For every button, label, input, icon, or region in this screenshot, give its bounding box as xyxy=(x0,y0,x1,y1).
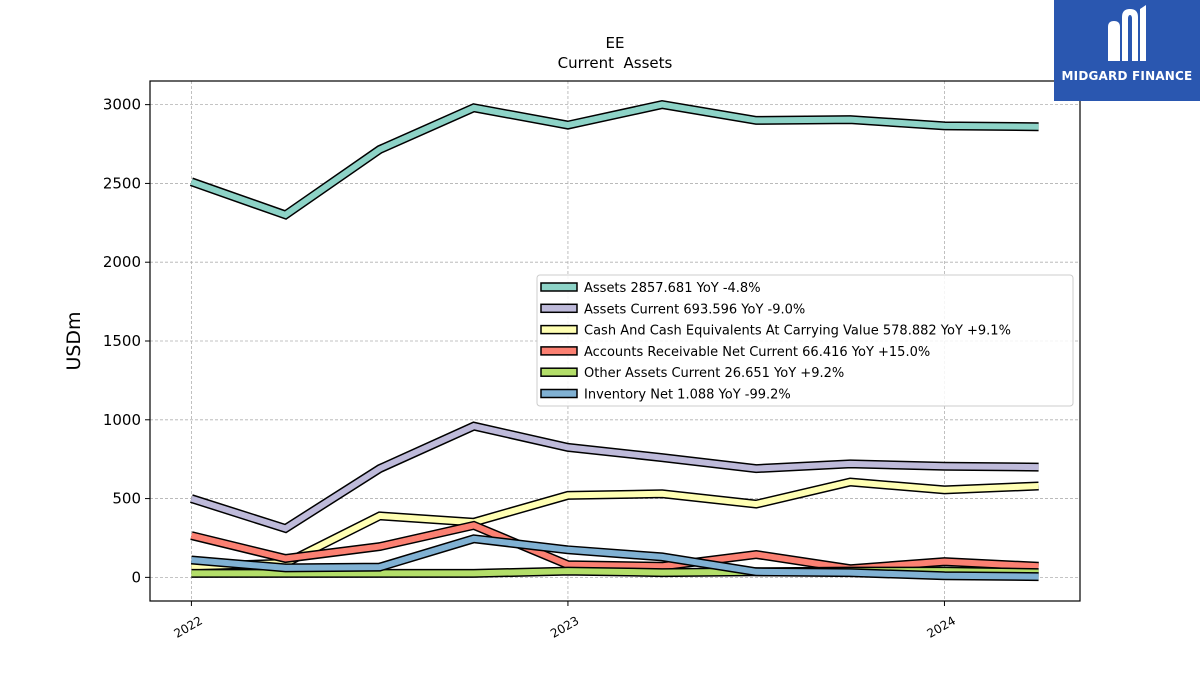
x-tick-label: 2023 xyxy=(548,613,581,640)
chart-subtitle: Current Assets xyxy=(558,54,673,72)
legend-label: Assets Current 693.596 YoY -9.0% xyxy=(584,302,805,317)
legend-item: Assets Current 693.596 YoY -9.0% xyxy=(540,302,805,317)
legend-label: Accounts Receivable Net Current 66.416 Y… xyxy=(584,345,930,360)
y-tick-label: 0 xyxy=(131,568,141,586)
series-line xyxy=(190,101,1039,219)
series-line xyxy=(191,478,1039,570)
grid xyxy=(150,81,1080,601)
legend-swatch xyxy=(540,346,578,356)
x-tick-label: 2024 xyxy=(924,613,957,640)
legend-swatch xyxy=(540,324,578,335)
series-2 xyxy=(191,477,1039,571)
y-tick-label: 2000 xyxy=(103,253,141,271)
legend-label: Inventory Net 1.088 YoY -99.2% xyxy=(584,388,791,403)
y-tick-label: 500 xyxy=(112,490,141,508)
y-tick-label: 1000 xyxy=(103,411,141,429)
legend-item: Cash And Cash Equivalents At Carrying Va… xyxy=(540,324,1011,339)
legend-swatch xyxy=(540,388,578,399)
legend-label: Other Assets Current 26.651 YoY +9.2% xyxy=(584,366,844,381)
legend-box xyxy=(536,274,1074,407)
y-axis-label: USDm xyxy=(63,311,85,370)
y-tick-label: 2500 xyxy=(103,174,141,192)
series-1 xyxy=(190,421,1039,534)
legend: Assets 2857.681 YoY -4.8% Assets Current … xyxy=(536,274,1074,407)
legend-item: Inventory Net 1.088 YoY -99.2% xyxy=(540,388,791,403)
legend-swatch xyxy=(540,303,578,314)
legend-item: Accounts Receivable Net Current 66.416 Y… xyxy=(540,345,930,360)
series-line xyxy=(191,535,1039,580)
series-0 xyxy=(189,100,1039,220)
legend-label: Assets 2857.681 YoY -4.8% xyxy=(584,281,761,296)
legend-swatch xyxy=(540,282,578,292)
x-tick-label: 2022 xyxy=(171,613,204,640)
series-line xyxy=(190,522,1039,572)
chart-title: EE xyxy=(606,34,625,52)
series-outline xyxy=(190,421,1039,534)
y-tick-label: 3000 xyxy=(103,96,141,114)
x-axis: 2022 2023 2024 xyxy=(171,601,958,641)
logo-mark-icon xyxy=(1108,5,1146,61)
series-lines xyxy=(189,100,1039,582)
brand-name: MIDGARD FINANCE xyxy=(1061,69,1193,83)
y-axis: 0 500 1000 1500 2000 2500 3000 xyxy=(103,96,150,586)
brand-logo: MIDGARD FINANCE xyxy=(1054,0,1200,101)
legend-item: Assets 2857.681 YoY -4.8% xyxy=(540,281,761,296)
legend-label: Cash And Cash Equivalents At Carrying Va… xyxy=(584,324,1011,339)
series-3 xyxy=(190,520,1039,574)
legend-item: Other Assets Current 26.651 YoY +9.2% xyxy=(540,366,844,381)
legend-swatch xyxy=(540,367,578,377)
series-5 xyxy=(191,534,1039,582)
series-line xyxy=(190,422,1039,532)
y-tick-label: 1500 xyxy=(103,332,141,350)
